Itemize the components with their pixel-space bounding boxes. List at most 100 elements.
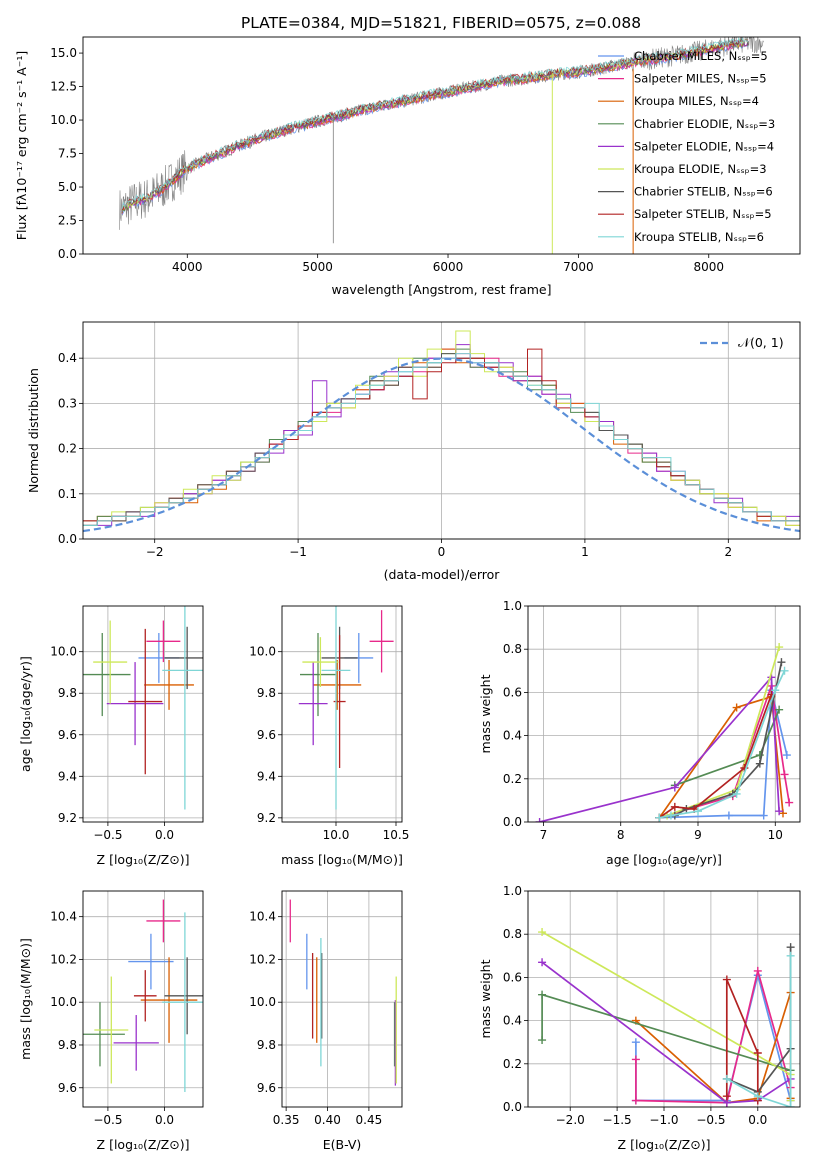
mass-weight-marker	[722, 975, 731, 984]
y-tick-label: 9.8	[58, 1038, 77, 1052]
mass-weight-line	[541, 961, 792, 1104]
mass-weight-marker	[785, 798, 794, 807]
mass-weight-line	[725, 979, 759, 1101]
y-tick-label: 9.4	[257, 769, 276, 783]
y-tick-label: 0.4	[503, 729, 522, 743]
mass-weight-marker	[670, 783, 679, 792]
spectrum-plot-area	[119, 37, 764, 254]
y-tick-label: 9.6	[257, 728, 276, 742]
y-tick-label: 9.8	[257, 686, 276, 700]
plot-frame	[82, 321, 801, 540]
x-tick-label: 0.0	[748, 1113, 767, 1127]
y-tick-label: 0.2	[58, 442, 77, 456]
legend-label: Salpeter MILES, Nₛₛₚ=5	[634, 72, 767, 86]
mass-weight-line	[726, 955, 792, 1107]
y-tick-label: 0.3	[58, 396, 77, 410]
x-tick-label: 0.45	[356, 1113, 383, 1127]
x-axis-label: wavelength [Angstrom, rest frame]	[331, 282, 551, 297]
plot-frame	[527, 890, 801, 1108]
y-tick-label: 0.6	[503, 970, 522, 984]
x-tick-label: 9	[694, 828, 702, 842]
mass-weight-marker	[775, 643, 784, 652]
y-tick-label: 15.0	[50, 46, 77, 60]
x-axis-label: Z [log₁₀(Z/Z⊙)]	[97, 1137, 190, 1152]
plot-frame	[82, 890, 204, 1108]
legend-label: Salpeter ELODIE, Nₛₛₚ=4	[634, 139, 774, 153]
model-spectrum-line	[121, 37, 749, 210]
mass-weight-marker	[538, 958, 547, 967]
y-tick-label: 12.5	[50, 80, 77, 94]
x-tick-label: 5000	[302, 260, 333, 274]
x-tick-label: 8	[617, 828, 625, 842]
x-tick-label: 0.40	[314, 1113, 341, 1127]
x-tick-label: −2.0	[556, 1113, 585, 1127]
mass-weight-marker	[777, 658, 786, 667]
legend-label: Kroupa MILES, Nₛₛₚ=4	[634, 94, 759, 108]
y-tick-label: 0.2	[503, 1057, 522, 1071]
y-axis-label: Normed distribution	[26, 368, 41, 493]
x-axis-label: E(B-V)	[323, 1137, 362, 1152]
mass-vs-Z-panel: −0.5 0.0 9.6 9.8 10.0 10.2 10.4 Z [log₁₀(Z/Z⊙)]…	[18, 890, 204, 1152]
line-plot-area	[535, 643, 794, 822]
mass-weight-marker	[694, 807, 702, 816]
x-tick-label: 0.0	[155, 828, 174, 842]
y-tick-label: 10.0	[50, 113, 77, 127]
y-tick-label: 9.8	[257, 1038, 276, 1052]
plot-frame	[281, 605, 403, 823]
mass-weight-marker	[753, 1049, 762, 1057]
plot-frame	[281, 890, 403, 1108]
mass-weight-marker	[538, 990, 547, 999]
mass-weight-marker	[631, 1096, 640, 1105]
x-tick-label: 4000	[172, 260, 203, 274]
x-tick-label: −1	[289, 545, 307, 559]
mass-weight-marker	[670, 802, 679, 811]
y-tick-label: 0.1	[58, 487, 77, 501]
y-tick-label: 0.4	[58, 351, 77, 365]
x-tick-label: −0.5	[93, 1113, 122, 1127]
y-tick-label: 0.8	[503, 927, 522, 941]
mass-weight-vs-Z-panel: −2.0 −1.5 −1.0 −0.5 0.0 0.0 0.2 0.4 0.6 0.8 1.0 Z […	[478, 884, 801, 1152]
y-tick-label: 10.2	[50, 952, 77, 966]
mass-weight-marker	[755, 759, 764, 768]
y-tick-label: 1.0	[503, 884, 522, 898]
x-tick-label: 0.35	[273, 1113, 300, 1127]
x-tick-label: 6000	[433, 260, 464, 274]
x-axis-label: (data-model)/error	[384, 567, 501, 582]
y-tick-label: 0.8	[503, 642, 522, 656]
y-tick-label: 10.0	[50, 645, 77, 659]
scatter-plot-area	[83, 899, 203, 1093]
mass-weight-marker	[631, 1055, 640, 1064]
x-tick-label: 1	[581, 545, 589, 559]
legend-label: Chabrier MILES, Nₛₛₚ=5	[634, 49, 768, 63]
x-tick-label: 0.0	[155, 1113, 174, 1127]
y-tick-label: 0.2	[503, 772, 522, 786]
y-tick-label: 9.6	[58, 728, 77, 742]
legend-label: Salpeter STELIB, Nₛₛₚ=5	[634, 207, 772, 221]
y-tick-label: 9.2	[257, 811, 276, 825]
figure-title: PLATE=0384, MJD=51821, FIBERID=0575, z=0…	[241, 14, 641, 32]
y-tick-label: 10.4	[50, 910, 77, 924]
y-axis-label: mass weight	[478, 674, 493, 753]
legend-label: Chabrier STELIB, Nₛₛₚ=6	[634, 185, 773, 199]
plot-frame	[527, 605, 801, 823]
x-tick-label: 7	[540, 828, 548, 842]
x-tick-label: 10	[768, 828, 783, 842]
x-axis-label: Z [log₁₀(Z/Z⊙)]	[618, 1137, 711, 1152]
mass-weight-marker	[655, 813, 664, 822]
mass-weight-marker	[722, 1074, 731, 1083]
x-tick-label: −1.5	[603, 1113, 632, 1127]
mass-weight-marker	[666, 811, 675, 820]
mass-weight-vs-age-panel: 7 8 9 10 0.0 0.2 0.4 0.6 0.8 1.0 age [log₁₀(age/yr…	[478, 599, 801, 867]
residual-histogram-step	[83, 353, 800, 526]
x-tick-label: 10.0	[323, 828, 350, 842]
mass-weight-marker	[775, 705, 784, 714]
x-tick-label: 2	[724, 545, 732, 559]
y-tick-label: 9.8	[58, 686, 77, 700]
mass-weight-marker	[775, 807, 784, 816]
legend-label: Kroupa STELIB, Nₛₛₚ=6	[634, 230, 764, 244]
x-axis-label: mass [log₁₀(M/M⊙)]	[281, 852, 403, 867]
mass-weight-marker	[538, 928, 547, 937]
y-tick-label: 0.4	[503, 1014, 522, 1028]
x-axis-label: Z [log₁₀(Z/Z⊙)]	[97, 852, 190, 867]
